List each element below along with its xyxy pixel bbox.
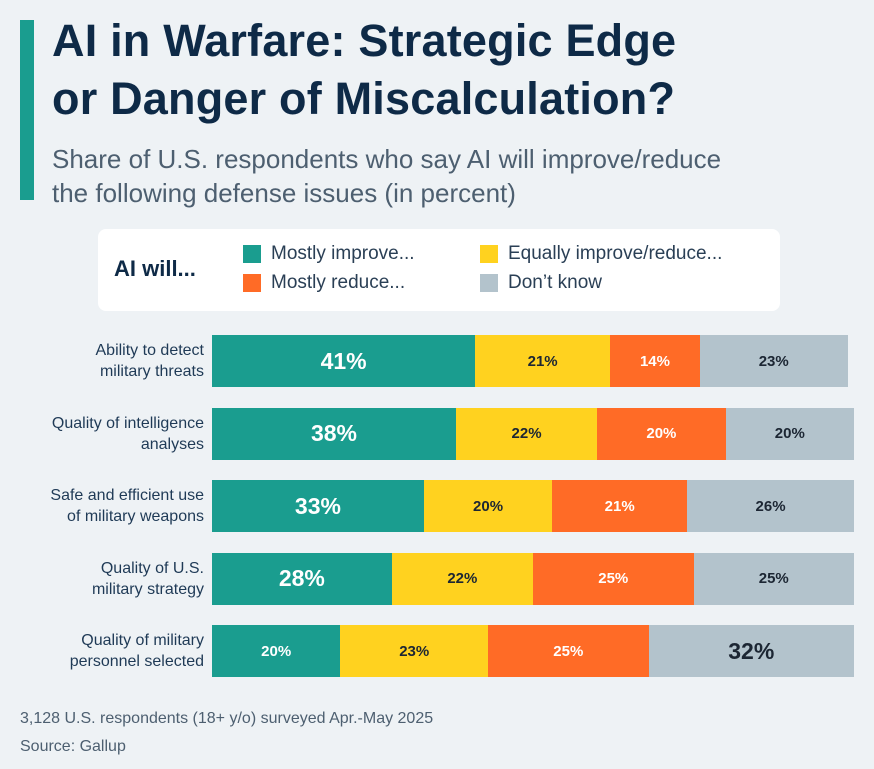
data-label: 20% (646, 425, 677, 442)
bar-segment: 21% (552, 480, 688, 532)
bar-segment: 20% (725, 407, 854, 460)
category-label-line: military threats (99, 363, 204, 380)
bar-segment: 38% (212, 407, 456, 460)
data-label: 32% (728, 637, 775, 664)
data-label: 33% (294, 492, 341, 519)
bar-segment: 22% (391, 552, 533, 605)
data-label: 20% (774, 425, 805, 442)
footer-source: Source: Gallup (20, 738, 126, 755)
bar-segment: 33% (212, 480, 424, 532)
category-label-line: Safe and efficient use (50, 487, 204, 504)
data-label: 22% (447, 570, 478, 587)
data-label: 22% (511, 425, 542, 442)
title-accent-bar (20, 20, 34, 200)
legend-swatch-mostly-reduce (243, 274, 261, 292)
legend: AI will... Mostly improve... Equally imp… (98, 229, 780, 311)
legend-swatch-mostly-improve (243, 245, 261, 263)
data-label: 25% (758, 570, 789, 587)
bar-segment: 25% (533, 552, 694, 605)
bar-segment: 25% (693, 552, 854, 605)
category-label-line: personnel selected (69, 653, 204, 670)
legend-title: AI will... (114, 256, 196, 281)
category-label-line: of military weapons (67, 508, 204, 525)
category-label-line: Ability to detect (95, 342, 205, 359)
data-label: 20% (261, 642, 292, 660)
data-label: 25% (598, 570, 629, 587)
category-label: Safe and efficient use of military weapon… (0, 485, 204, 527)
footer-note: 3,128 U.S. respondents (18+ y/o) surveye… (20, 710, 434, 727)
legend-label-mostly-improve: Mostly improve... (271, 243, 415, 264)
legend-swatch-equally (480, 245, 498, 263)
data-label: 25% (553, 642, 584, 660)
category-label-line: Quality of U.S. (100, 559, 204, 577)
data-label: 14% (639, 352, 670, 370)
bar-segment: 32% (648, 625, 854, 677)
data-label: 20% (473, 497, 504, 515)
bar-segment: 14% (610, 335, 700, 387)
data-label: 41% (320, 347, 367, 374)
legend-item-dont-know: Don’t know (480, 272, 602, 294)
category-label-line: military strategy (91, 580, 204, 598)
bar-segment: 25% (488, 625, 649, 677)
subtitle-line-1: Share of U.S. respondents who say AI wil… (52, 144, 722, 174)
data-label: 23% (758, 352, 789, 370)
legend-item-equally: Equally improve/reduce... (480, 243, 722, 265)
data-label: 38% (310, 420, 357, 446)
category-label: Quality of intelligence analyses (0, 413, 204, 455)
title-line-1: AI in Warfare: Strategic Edge (52, 15, 677, 66)
bar-segment: 23% (699, 335, 848, 387)
data-label: 23% (399, 642, 430, 660)
category-label: Quality of military personnel selected (0, 630, 204, 672)
legend-label-equally: Equally improve/reduce... (508, 243, 723, 264)
legend-label-mostly-reduce: Mostly reduce... (271, 272, 406, 293)
legend-item-mostly-improve: Mostly improve... (243, 243, 415, 265)
bar-segment: 21% (475, 335, 611, 387)
bar-segment: 20% (423, 480, 553, 532)
data-label: 21% (604, 497, 635, 515)
bar-segment: 23% (340, 625, 489, 677)
category-label-line: Quality of military (81, 632, 204, 649)
bar-segment: 20% (597, 407, 726, 460)
bar-segment: 20% (212, 625, 341, 677)
data-label: 21% (527, 352, 558, 370)
bar-segment: 26% (687, 480, 854, 532)
category-label: Quality of U.S. military strategy (0, 558, 204, 600)
category-label: Ability to detect military threats (0, 340, 205, 382)
data-label: 28% (278, 565, 325, 591)
bar-segment: 22% (455, 407, 598, 460)
chart-title: AI in Warfare: Strategic Edge or Danger … (52, 12, 852, 128)
bar-segment: 28% (212, 552, 392, 605)
chart-subtitle: Share of U.S. respondents who say AI wil… (52, 142, 852, 210)
subtitle-line-2: the following defense issues (in percent… (52, 178, 516, 208)
data-label: 26% (755, 497, 786, 515)
category-label-line: analyses (140, 435, 204, 453)
legend-label-dont-know: Don’t know (508, 272, 602, 293)
legend-swatch-dont-know (480, 274, 498, 292)
category-label-line: Quality of intelligence (51, 414, 204, 432)
legend-item-mostly-reduce: Mostly reduce... (243, 272, 405, 294)
title-line-2: or Danger of Miscalculation? (52, 73, 676, 124)
bar-segment: 41% (212, 335, 476, 387)
